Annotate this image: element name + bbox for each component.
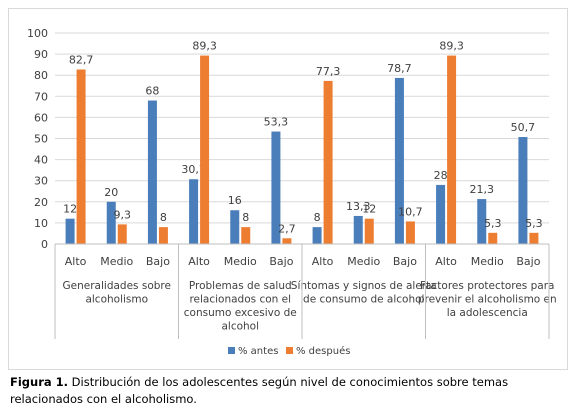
y-tick-label: 40 [34, 154, 48, 167]
data-label: 78,7 [387, 62, 412, 75]
data-label: 82,7 [69, 54, 94, 67]
x-level-label: Medio [100, 255, 133, 268]
data-label: 8 [242, 211, 249, 224]
legend-label: % antes [238, 346, 278, 357]
x-level-label: Bajo [516, 255, 540, 268]
y-tick-label: 10 [34, 217, 48, 230]
data-label: 8 [160, 211, 167, 224]
bar-antes [353, 215, 363, 244]
y-tick-label: 30 [34, 175, 48, 188]
x-group-label: consumo excesivo de [184, 307, 297, 319]
bar-despues [117, 224, 127, 244]
data-label: 13,3 [346, 200, 371, 213]
legend-swatch-despues [286, 347, 293, 354]
x-level-label: Bajo [146, 255, 170, 268]
x-level-label: Bajo [269, 255, 293, 268]
data-label: 16 [228, 194, 242, 207]
data-label: 89,3 [439, 40, 464, 53]
bar-chart: 01020304050607080901001282,7Alto209,3Med… [27, 27, 557, 357]
data-label: 10,7 [398, 205, 423, 218]
data-label: 5,3 [525, 217, 543, 230]
data-label: 2,7 [278, 222, 296, 235]
bar-despues [405, 221, 415, 244]
bar-antes [518, 137, 528, 244]
caption-text: Distribución de los adolescentes según n… [10, 375, 509, 406]
bar-antes [312, 227, 322, 244]
y-tick-label: 90 [34, 48, 48, 61]
x-level-label: Alto [188, 255, 210, 268]
data-label: 12 [63, 203, 77, 216]
bar-antes [271, 131, 281, 244]
bar-antes [436, 184, 446, 244]
data-label: 20 [104, 186, 118, 199]
bar-antes [394, 77, 404, 245]
caption-label: Figura 1. [10, 375, 69, 389]
data-label: 8 [314, 211, 321, 224]
bar-antes [65, 218, 75, 244]
y-tick-label: 0 [41, 238, 48, 251]
x-level-label: Alto [312, 255, 334, 268]
x-group-label: alcoholismo [85, 294, 148, 306]
x-group-label: relacionados con el [189, 294, 291, 306]
data-label: 21,3 [470, 183, 495, 196]
x-group-label: Síntomas y signos de alerta [291, 280, 437, 292]
x-group-label: Factores protectores para [420, 280, 554, 292]
bar-despues [364, 218, 374, 244]
x-level-label: Medio [471, 255, 504, 268]
bar-despues [241, 227, 251, 244]
x-level-label: Medio [224, 255, 257, 268]
data-label: 28 [434, 169, 448, 182]
x-group-label: la adolescencia [447, 307, 528, 319]
data-label: 5,3 [484, 217, 502, 230]
y-tick-label: 100 [27, 27, 48, 40]
x-group-label: de consumo de alcohol [303, 294, 424, 306]
bar-despues [76, 69, 86, 245]
x-group-label: alcohol [221, 321, 259, 333]
y-tick-label: 70 [34, 90, 48, 103]
x-group-label: prevenir el alcoholismo en [418, 294, 557, 306]
bar-despues [158, 227, 168, 244]
data-label: 89,3 [192, 40, 217, 53]
y-tick-label: 80 [34, 69, 48, 82]
bar-despues [447, 55, 457, 245]
figure-caption: Figura 1. Distribución de los adolescent… [10, 374, 570, 408]
data-label: 9,3 [114, 208, 132, 221]
bar-antes [106, 201, 116, 244]
x-group-label: Problemas de salud [189, 280, 292, 292]
bar-despues [529, 232, 539, 244]
bar-antes [147, 100, 157, 245]
x-level-label: Alto [435, 255, 457, 268]
bar-despues [200, 55, 210, 245]
bar-antes [477, 199, 487, 244]
bar-despues [282, 238, 292, 244]
chart-frame: 0 10 20 30 40 50 60 70 80 90 100 12 82,7 Alto 20 9,3 Med… [8, 8, 568, 370]
x-level-label: Alto [65, 255, 87, 268]
x-level-label: Bajo [393, 255, 417, 268]
bar-antes [189, 179, 199, 244]
bar-despues [488, 232, 498, 244]
x-group-label: Generalidades sobre [63, 280, 171, 292]
legend-swatch-antes [228, 347, 235, 354]
y-tick-label: 50 [34, 133, 48, 146]
data-label: 53,3 [264, 116, 289, 129]
x-level-label: Medio [347, 255, 380, 268]
y-tick-label: 60 [34, 111, 48, 124]
data-label: 68 [145, 85, 159, 98]
bar-antes [230, 210, 240, 244]
bar-despues [323, 80, 333, 244]
legend-label: % después [296, 345, 350, 357]
data-label: 77,3 [316, 65, 341, 78]
y-tick-label: 20 [34, 196, 48, 209]
data-label: 50,7 [511, 121, 536, 134]
data-label: 12 [362, 203, 376, 216]
data-label: 30,7 [181, 163, 206, 176]
